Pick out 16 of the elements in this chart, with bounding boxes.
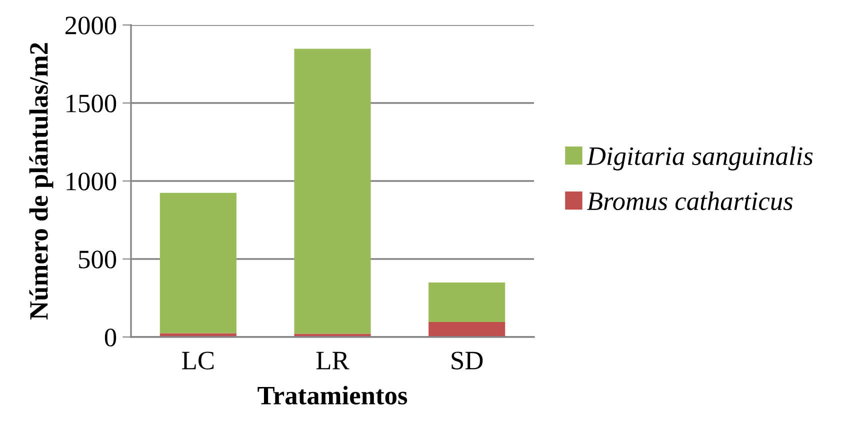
x-tick-label: LR [316,352,350,370]
x-axis-title: Tratamientos [258,386,408,405]
legend-label: Digitaria sanguinalis [586,146,813,170]
y-tick-label: 500 [79,250,116,268]
bar [428,282,506,322]
bar [294,48,371,334]
y-tick-label: 0 [104,328,116,346]
y-tick-label: 2000 [65,16,116,34]
y-axis-title: Número de plántulas/m2 [29,43,54,320]
legend-label: Bromus catharticus [587,192,793,210]
y-tick-label: 1500 [66,94,116,112]
x-tick-label: SD [452,352,483,370]
y-tick-label: 1000 [66,172,116,190]
x-tick-label: LC [182,352,214,370]
bar [160,192,236,334]
bar [428,322,506,337]
